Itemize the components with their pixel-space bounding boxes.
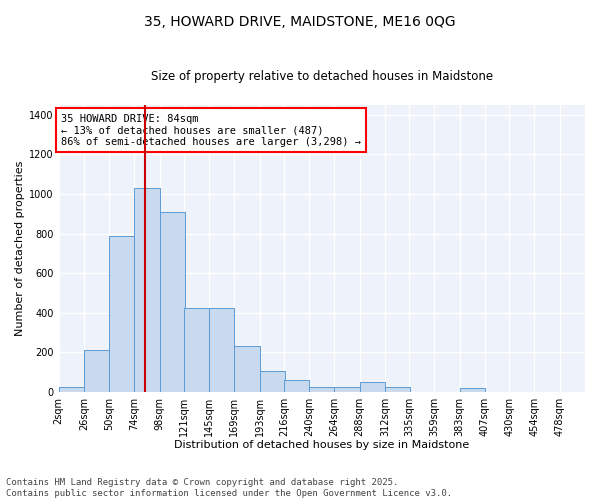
Bar: [134, 188, 160, 392]
Bar: [309, 387, 334, 392]
Bar: [160, 212, 185, 392]
Text: 35, HOWARD DRIVE, MAIDSTONE, ME16 0QG: 35, HOWARD DRIVE, MAIDSTONE, ME16 0QG: [144, 15, 456, 29]
Title: Size of property relative to detached houses in Maidstone: Size of property relative to detached ho…: [151, 70, 493, 83]
Bar: [260, 371, 285, 392]
X-axis label: Distribution of detached houses by size in Maidstone: Distribution of detached houses by size …: [174, 440, 469, 450]
Bar: [84, 350, 109, 392]
Bar: [184, 308, 209, 392]
Y-axis label: Number of detached properties: Number of detached properties: [15, 160, 25, 336]
Bar: [209, 308, 235, 392]
Text: 35 HOWARD DRIVE: 84sqm
← 13% of detached houses are smaller (487)
86% of semi-de: 35 HOWARD DRIVE: 84sqm ← 13% of detached…: [61, 114, 361, 147]
Bar: [284, 380, 309, 392]
Bar: [360, 382, 385, 392]
Text: Contains HM Land Registry data © Crown copyright and database right 2025.
Contai: Contains HM Land Registry data © Crown c…: [6, 478, 452, 498]
Bar: [235, 346, 260, 392]
Bar: [109, 236, 134, 392]
Bar: [460, 388, 485, 392]
Bar: [59, 387, 84, 392]
Bar: [334, 387, 360, 392]
Bar: [385, 387, 410, 392]
